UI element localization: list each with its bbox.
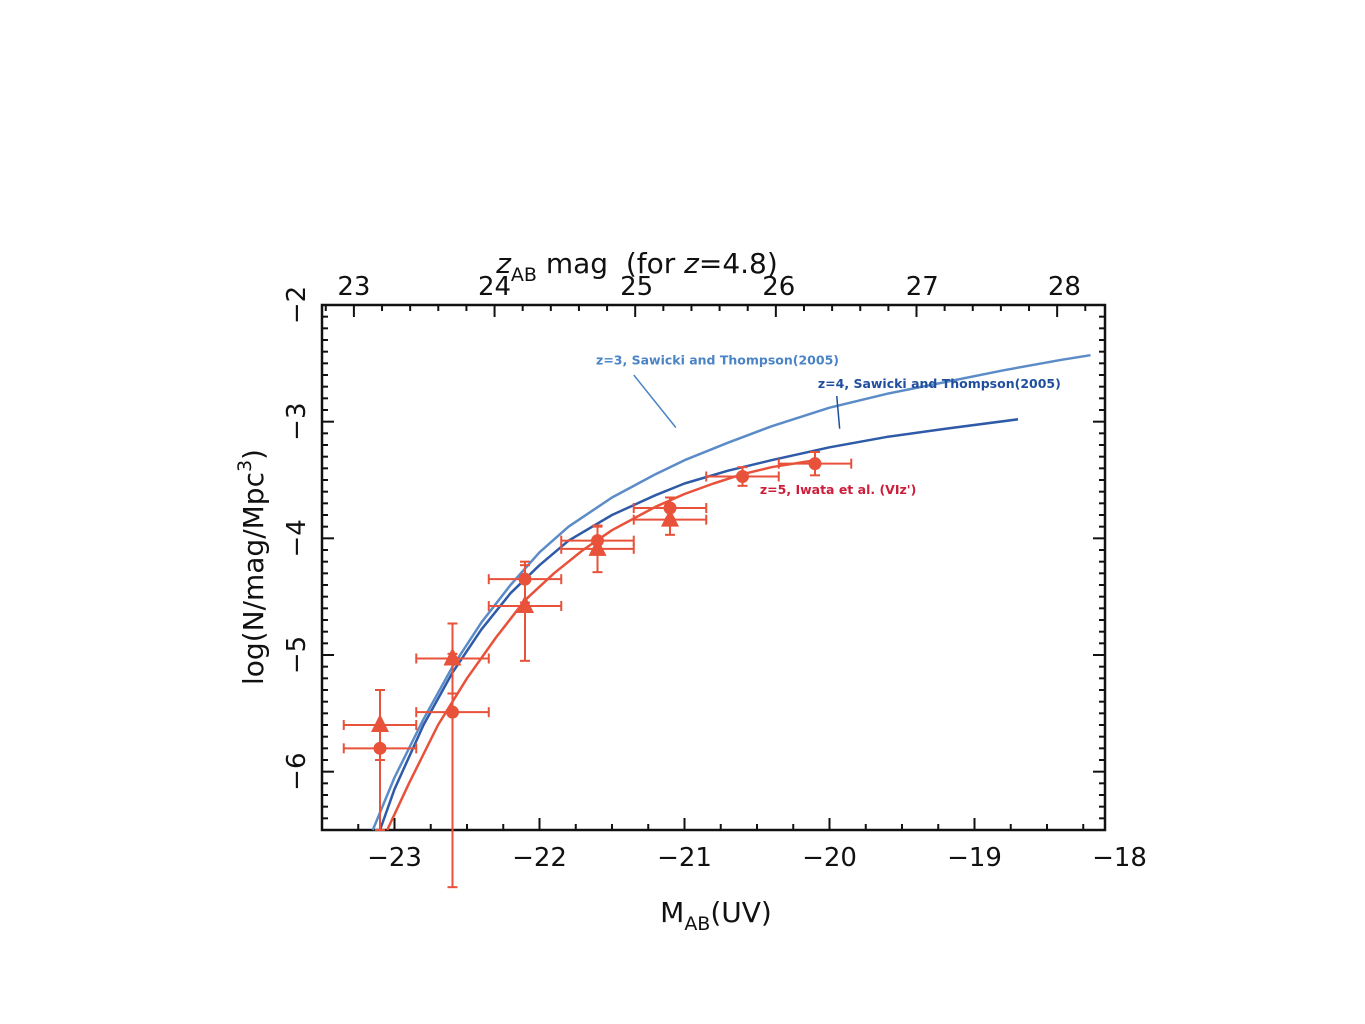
top-tick-label: 27	[906, 272, 939, 302]
top-tick-label: 25	[620, 272, 653, 302]
triangle-marker	[516, 595, 534, 613]
y-tick-label: −5	[282, 636, 312, 674]
data-points	[342, 451, 853, 889]
ticks	[321, 304, 1105, 831]
top-tick-label: 26	[762, 272, 795, 302]
annotation-leader-2	[836, 395, 841, 429]
annotation-1: z=3, Sawicki and Thompson(2005)	[596, 353, 839, 368]
curve-3	[386, 458, 816, 831]
triangle-point	[632, 503, 708, 536]
y-tick-label: −6	[282, 753, 312, 791]
y-tick-label: −4	[282, 519, 312, 557]
y-tick-label: −3	[282, 403, 312, 441]
triangle-point	[560, 524, 635, 574]
curves	[371, 353, 1091, 831]
circle-point	[777, 451, 853, 477]
x-tick-label: −18	[1092, 843, 1147, 873]
top-tick-label: 28	[1048, 272, 1081, 302]
top-tick-label: 24	[478, 272, 511, 302]
curve-2	[378, 418, 1019, 831]
triangle-marker	[661, 508, 679, 527]
tick-labels: −23 −22 −21 −20 −19 −18 −6 −5 −4 −3 −2 23 24 25 26 27 28	[282, 272, 1147, 873]
y-tick-label: −2	[282, 286, 312, 324]
y-axis-title: log(N/mag/Mpc3)	[234, 449, 270, 685]
circle-marker	[446, 705, 459, 719]
circle-marker	[736, 470, 749, 483]
annotations: z=3, Sawicki and Thompson(2005) z=4, Sawi…	[596, 353, 1061, 498]
x-tick-label: −20	[802, 843, 857, 873]
curve-1	[371, 353, 1091, 831]
triangle-point	[487, 564, 563, 662]
triangle-marker	[371, 714, 389, 732]
x-axis-title: MAB(UV)	[660, 896, 772, 935]
annotation-leader-1	[633, 374, 677, 428]
x-tick-label: −23	[367, 843, 422, 873]
annotation-3: z=5, Iwata et al. (VIz')	[760, 482, 916, 497]
triangle-point	[415, 622, 490, 695]
triangle-marker	[443, 647, 462, 666]
x-tick-label: −22	[512, 843, 567, 873]
plot-frame	[320, 303, 1107, 832]
x-tick-label: −19	[947, 843, 1002, 873]
top-axis-title: zAB mag (for z=4.8)	[495, 247, 778, 286]
triangle-point	[342, 689, 418, 761]
triangle-marker	[588, 537, 607, 556]
top-tick-label: 23	[337, 272, 370, 302]
circle-marker	[808, 457, 822, 471]
circle-point	[705, 466, 780, 487]
annotation-2: z=4, Sawicki and Thompson(2005)	[818, 376, 1061, 391]
x-tick-label: −21	[657, 843, 712, 873]
